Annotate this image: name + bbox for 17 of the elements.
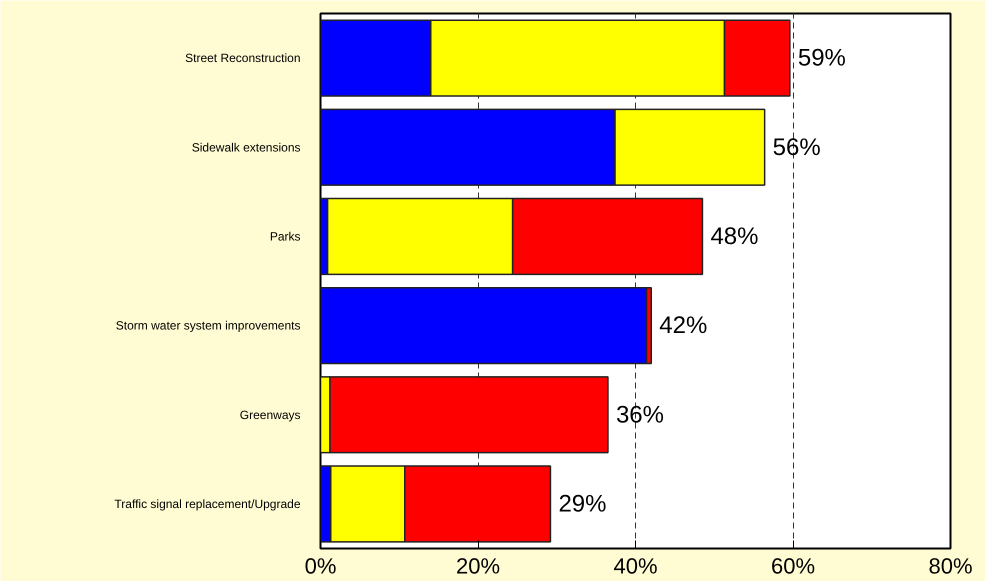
x-tick-label: 20% — [456, 554, 500, 578]
total-label: 48% — [710, 222, 758, 250]
x-tick-label: 0% — [304, 554, 336, 578]
x-tick-label: 40% — [613, 554, 658, 578]
total-label: 29% — [558, 490, 606, 518]
total-label: 42% — [659, 312, 708, 340]
x-tick-label: 80% — [928, 554, 973, 578]
y-tick-label: Traffic signal replacement/Upgrade — [114, 496, 301, 511]
y-tick-label: Street Reconstruction — [185, 51, 300, 66]
total-label: 56% — [772, 134, 821, 161]
y-tick-label: Greenways — [240, 408, 301, 422]
total-label: 59% — [798, 44, 846, 72]
total-label: 36% — [616, 401, 664, 428]
y-tick-label: Storm water system improvements — [116, 318, 301, 333]
x-tick-label: 60% — [770, 554, 816, 578]
y-tick-label: Sidewalk extensions — [192, 140, 301, 154]
y-tick-label: Parks — [270, 229, 301, 244]
